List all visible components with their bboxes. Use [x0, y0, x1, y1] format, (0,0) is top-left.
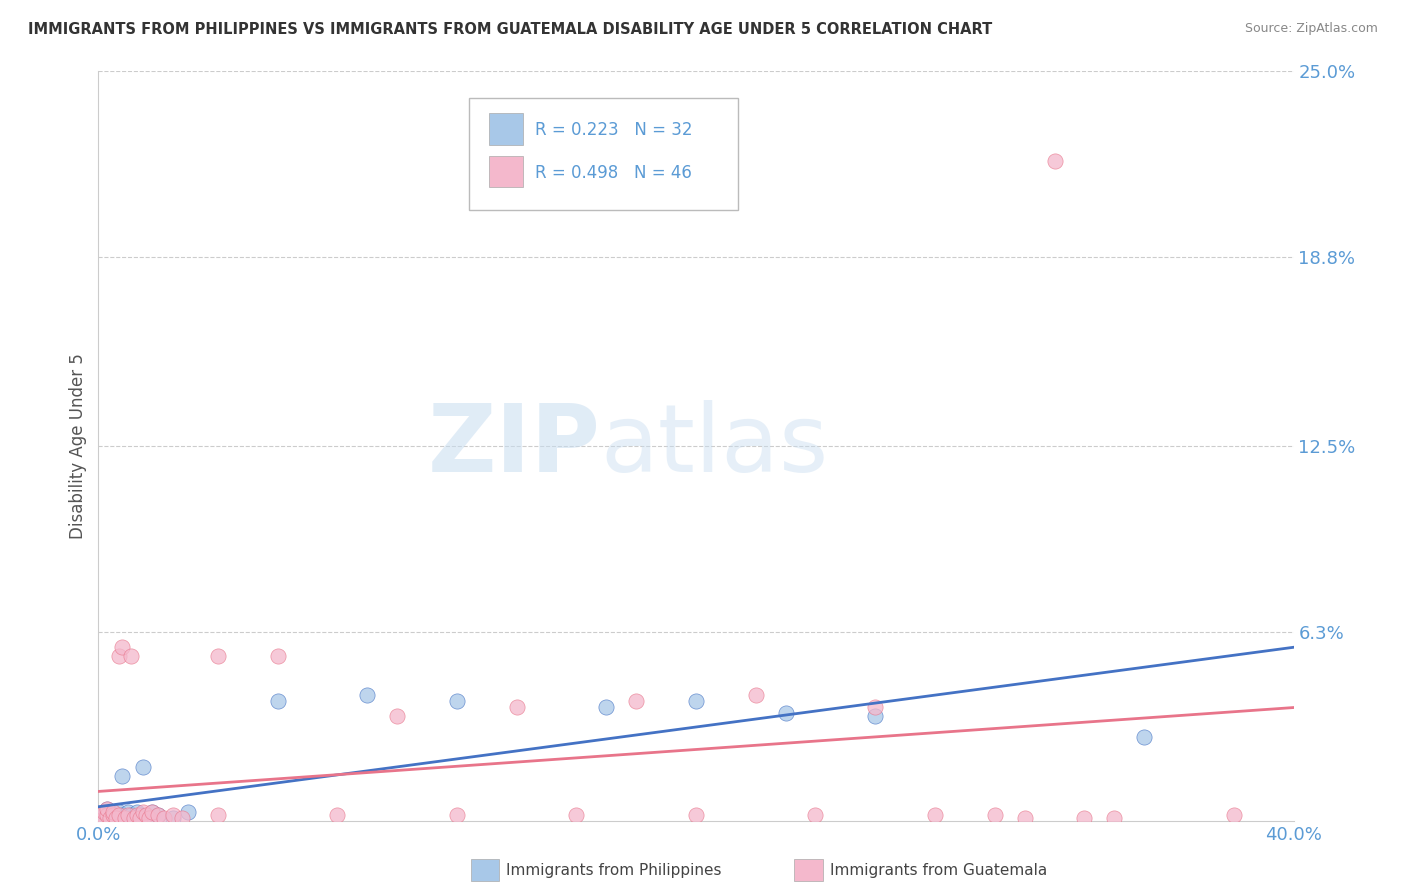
Text: R = 0.498   N = 46: R = 0.498 N = 46	[534, 163, 692, 181]
Point	[172, 811, 194, 825]
Point	[132, 760, 155, 774]
Text: IMMIGRANTS FROM PHILIPPINES VS IMMIGRANTS FROM GUATEMALA DISABILITY AGE UNDER 5 : IMMIGRANTS FROM PHILIPPINES VS IMMIGRANT…	[28, 22, 993, 37]
Point	[90, 807, 112, 822]
FancyBboxPatch shape	[470, 97, 738, 210]
Point	[90, 807, 112, 822]
Point	[117, 805, 139, 819]
Point	[865, 708, 887, 723]
Point	[326, 807, 349, 822]
Point	[775, 706, 797, 720]
Point	[595, 699, 617, 714]
Point	[127, 807, 149, 822]
Point	[207, 648, 229, 663]
Point	[129, 811, 152, 825]
Point	[135, 811, 157, 825]
Point	[984, 807, 1007, 822]
Text: ZIP: ZIP	[427, 400, 600, 492]
Point	[1043, 154, 1066, 169]
FancyBboxPatch shape	[489, 113, 523, 145]
Point	[103, 805, 125, 819]
Point	[114, 811, 136, 825]
Point	[138, 811, 160, 825]
Point	[506, 699, 529, 714]
Point	[98, 805, 122, 819]
Point	[148, 807, 170, 822]
Point	[745, 688, 768, 702]
Point	[1073, 811, 1095, 825]
Point	[267, 694, 290, 708]
Point	[98, 811, 122, 825]
Point	[93, 811, 115, 825]
Point	[132, 805, 155, 819]
Point	[141, 805, 163, 819]
Point	[96, 807, 118, 822]
Point	[103, 807, 125, 822]
Point	[685, 694, 707, 708]
Point	[98, 811, 122, 825]
Point	[120, 807, 142, 822]
Point	[924, 807, 946, 822]
Text: Source: ZipAtlas.com: Source: ZipAtlas.com	[1244, 22, 1378, 36]
Point	[108, 807, 131, 822]
Point	[1223, 807, 1246, 822]
Point	[153, 811, 176, 825]
Point	[804, 807, 827, 822]
Point	[1133, 730, 1156, 744]
Point	[446, 807, 468, 822]
Point	[96, 807, 118, 822]
Point	[356, 688, 378, 702]
Point	[626, 694, 648, 708]
Point	[120, 648, 142, 663]
Point	[129, 807, 152, 822]
Text: atlas: atlas	[600, 400, 828, 492]
Point	[127, 805, 149, 819]
Point	[685, 807, 707, 822]
Point	[124, 811, 146, 825]
Text: Immigrants from Guatemala: Immigrants from Guatemala	[830, 863, 1047, 878]
Point	[93, 805, 115, 819]
Point	[267, 648, 290, 663]
Point	[177, 805, 200, 819]
Point	[124, 811, 146, 825]
Point	[96, 802, 118, 816]
Y-axis label: Disability Age Under 5: Disability Age Under 5	[69, 353, 87, 539]
Point	[162, 807, 184, 822]
Point	[1104, 811, 1126, 825]
Point	[207, 807, 229, 822]
Point	[135, 807, 157, 822]
Point	[108, 805, 131, 819]
Point	[141, 805, 163, 819]
Point	[111, 769, 134, 783]
Point	[105, 811, 128, 825]
Point	[103, 807, 125, 822]
Point	[93, 805, 115, 819]
Text: Immigrants from Philippines: Immigrants from Philippines	[506, 863, 721, 878]
Point	[385, 708, 409, 723]
Point	[111, 807, 134, 822]
Point	[117, 807, 139, 822]
Point	[114, 811, 136, 825]
Point	[162, 811, 184, 825]
Point	[105, 811, 128, 825]
Point	[565, 807, 588, 822]
Point	[865, 699, 887, 714]
Point	[446, 694, 468, 708]
Point	[111, 640, 134, 654]
Point	[108, 648, 131, 663]
Point	[148, 807, 170, 822]
FancyBboxPatch shape	[489, 156, 523, 187]
Point	[96, 802, 118, 816]
Text: R = 0.223   N = 32: R = 0.223 N = 32	[534, 120, 692, 139]
Point	[1014, 811, 1036, 825]
Point	[93, 811, 115, 825]
